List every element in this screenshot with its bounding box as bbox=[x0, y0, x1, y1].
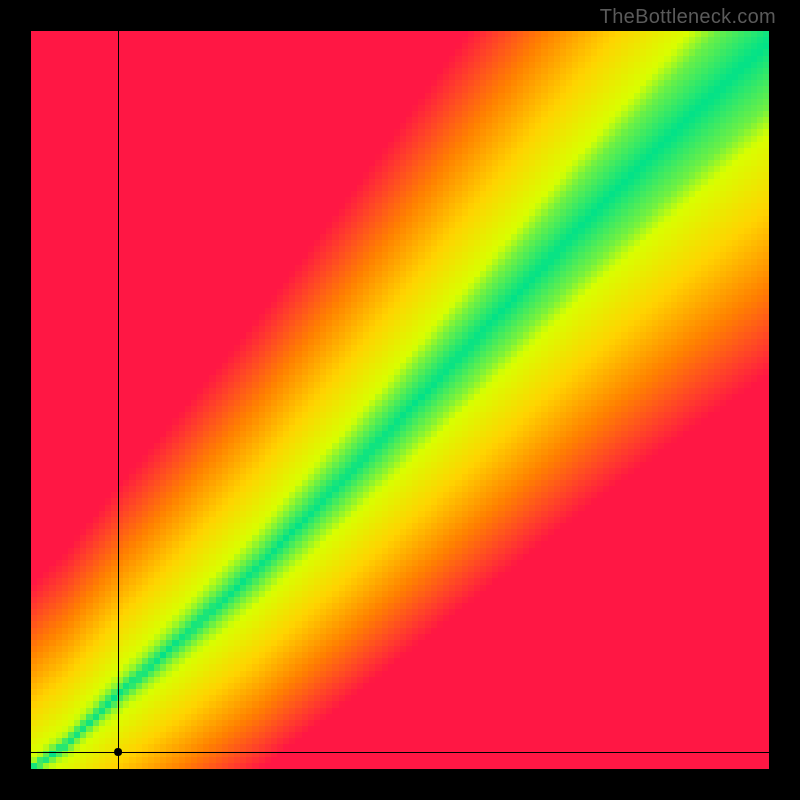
heatmap-plot bbox=[31, 31, 769, 769]
watermark-text: TheBottleneck.com bbox=[600, 6, 776, 29]
heatmap-canvas bbox=[31, 31, 769, 769]
chart-root: TheBottleneck.com bbox=[0, 0, 800, 800]
